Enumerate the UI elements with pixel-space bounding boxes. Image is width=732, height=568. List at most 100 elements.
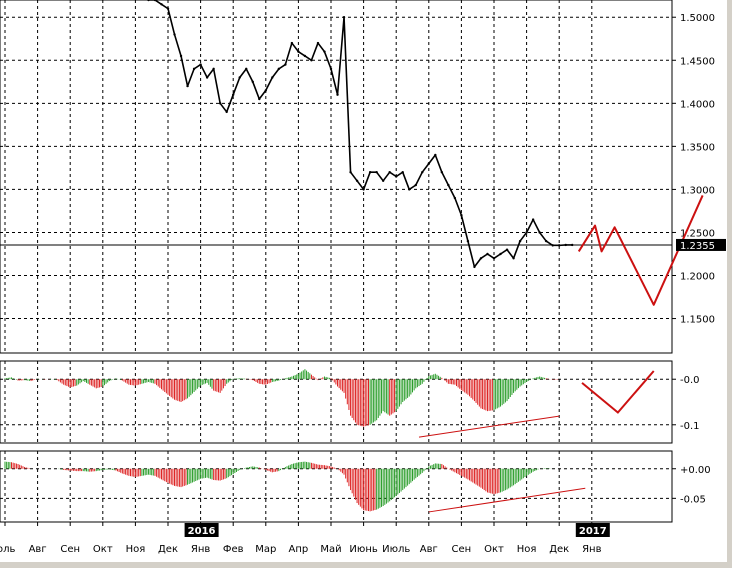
price-point	[238, 76, 241, 79]
x-tick-label: Сен	[60, 544, 80, 555]
price-point	[492, 257, 496, 260]
price-point	[271, 76, 274, 79]
x-tick-label: Авг	[29, 544, 47, 555]
divergence-trendline	[428, 487, 586, 513]
x-tick-label: Окт	[484, 544, 504, 555]
x-tick-label: Сен	[452, 544, 472, 555]
year-marker-box	[184, 523, 219, 537]
y-tick-label: 1.4000	[680, 99, 715, 110]
price-point	[218, 102, 222, 105]
price-point	[166, 7, 170, 10]
price-point	[205, 76, 209, 79]
price-point	[544, 239, 548, 243]
price-point	[447, 183, 450, 187]
panel-frame	[0, 360, 673, 444]
y-tick-label: +0.00	[680, 465, 711, 476]
price-point	[368, 170, 372, 174]
price-point	[173, 33, 176, 36]
price-point	[342, 16, 346, 19]
x-tick-label: Май	[320, 544, 341, 555]
price-point	[329, 67, 333, 71]
price-point	[362, 188, 365, 191]
x-tick-label: юль	[0, 544, 15, 555]
oscillator-forecast-line	[581, 370, 655, 414]
price-point	[564, 243, 567, 247]
oscillator-panel-1: -0.0 -0.1	[0, 360, 700, 444]
price-point	[538, 231, 541, 234]
x-tick-label: Окт	[93, 544, 113, 555]
current-price-label: 1.2355	[680, 241, 715, 252]
y-tick-label: 1.3000	[680, 185, 715, 196]
window-edge-right	[727, 0, 732, 568]
price-point	[512, 257, 515, 260]
price-point	[355, 179, 359, 183]
price-point	[316, 41, 320, 45]
price-point	[251, 80, 254, 83]
price-point	[499, 252, 502, 256]
price-point	[466, 239, 470, 243]
price-panel: 1.5000 1.4500 1.4000 1.3500 1.3000 1.2500 1.20…	[0, 0, 726, 354]
oscillator-panel-2: +0.00 -0.05	[0, 450, 711, 523]
price-point	[290, 41, 294, 45]
price-point	[179, 54, 183, 58]
y-tick-label: 1.3500	[680, 142, 715, 153]
x-tick-label: Дек	[549, 544, 569, 555]
x-tick-label: Апр	[289, 544, 309, 555]
x-tick-label: Июнь	[349, 544, 377, 555]
y-tick-label: -0.0	[680, 375, 700, 386]
x-tick-label: Мар	[255, 544, 276, 555]
price-point	[310, 59, 313, 62]
price-point	[401, 170, 404, 174]
y-tick-label: -0.1	[680, 421, 700, 432]
price-point	[525, 231, 528, 234]
forecast-line	[577, 195, 704, 306]
price-point	[160, 3, 163, 6]
panel-frame	[0, 450, 673, 523]
year-marker-label: 2016	[188, 526, 216, 537]
price-point	[303, 54, 307, 58]
divergence-trendline	[418, 415, 560, 438]
window-edge-bottom	[0, 562, 732, 568]
x-tick-label: Янв	[582, 544, 601, 555]
price-point	[460, 214, 463, 217]
price-point	[453, 196, 457, 200]
x-tick-label: Авг	[420, 544, 438, 555]
price-point	[388, 170, 391, 174]
time-axis: юль Авг Сен Окт Ноя Дек Янв Фев Мар Апр Май Июнь Июл…	[0, 522, 610, 555]
price-point	[375, 170, 378, 174]
x-tick-label: Июль	[382, 544, 410, 555]
price-point	[408, 188, 411, 191]
price-point	[551, 244, 554, 247]
current-price-box	[676, 238, 726, 251]
price-point	[212, 67, 215, 71]
price-point	[199, 63, 202, 66]
price-point	[192, 67, 196, 71]
price-point	[186, 84, 189, 88]
x-tick-label: Ноя	[517, 544, 537, 555]
price-point	[505, 248, 509, 251]
y-tick-label: 1.1500	[680, 315, 715, 326]
x-tick-label: Фев	[223, 544, 244, 555]
x-tick-label: Янв	[191, 544, 210, 555]
price-point	[434, 153, 437, 157]
x-tick-label: Ноя	[126, 544, 146, 555]
price-point	[395, 175, 398, 178]
price-point	[297, 50, 300, 53]
price-point	[479, 257, 483, 260]
price-point	[232, 93, 235, 96]
price-point	[558, 244, 561, 247]
panel-frame	[0, 0, 673, 354]
y-tick-label: -0.05	[680, 494, 706, 505]
price-point	[486, 252, 489, 256]
price-point	[245, 67, 248, 71]
price-point	[427, 162, 430, 165]
price-point	[440, 170, 444, 174]
price-point	[147, 0, 150, 2]
price-point	[336, 93, 339, 96]
year-marker-box	[575, 523, 610, 537]
price-line	[148, 0, 573, 268]
price-point	[264, 89, 267, 92]
price-point	[518, 239, 522, 243]
